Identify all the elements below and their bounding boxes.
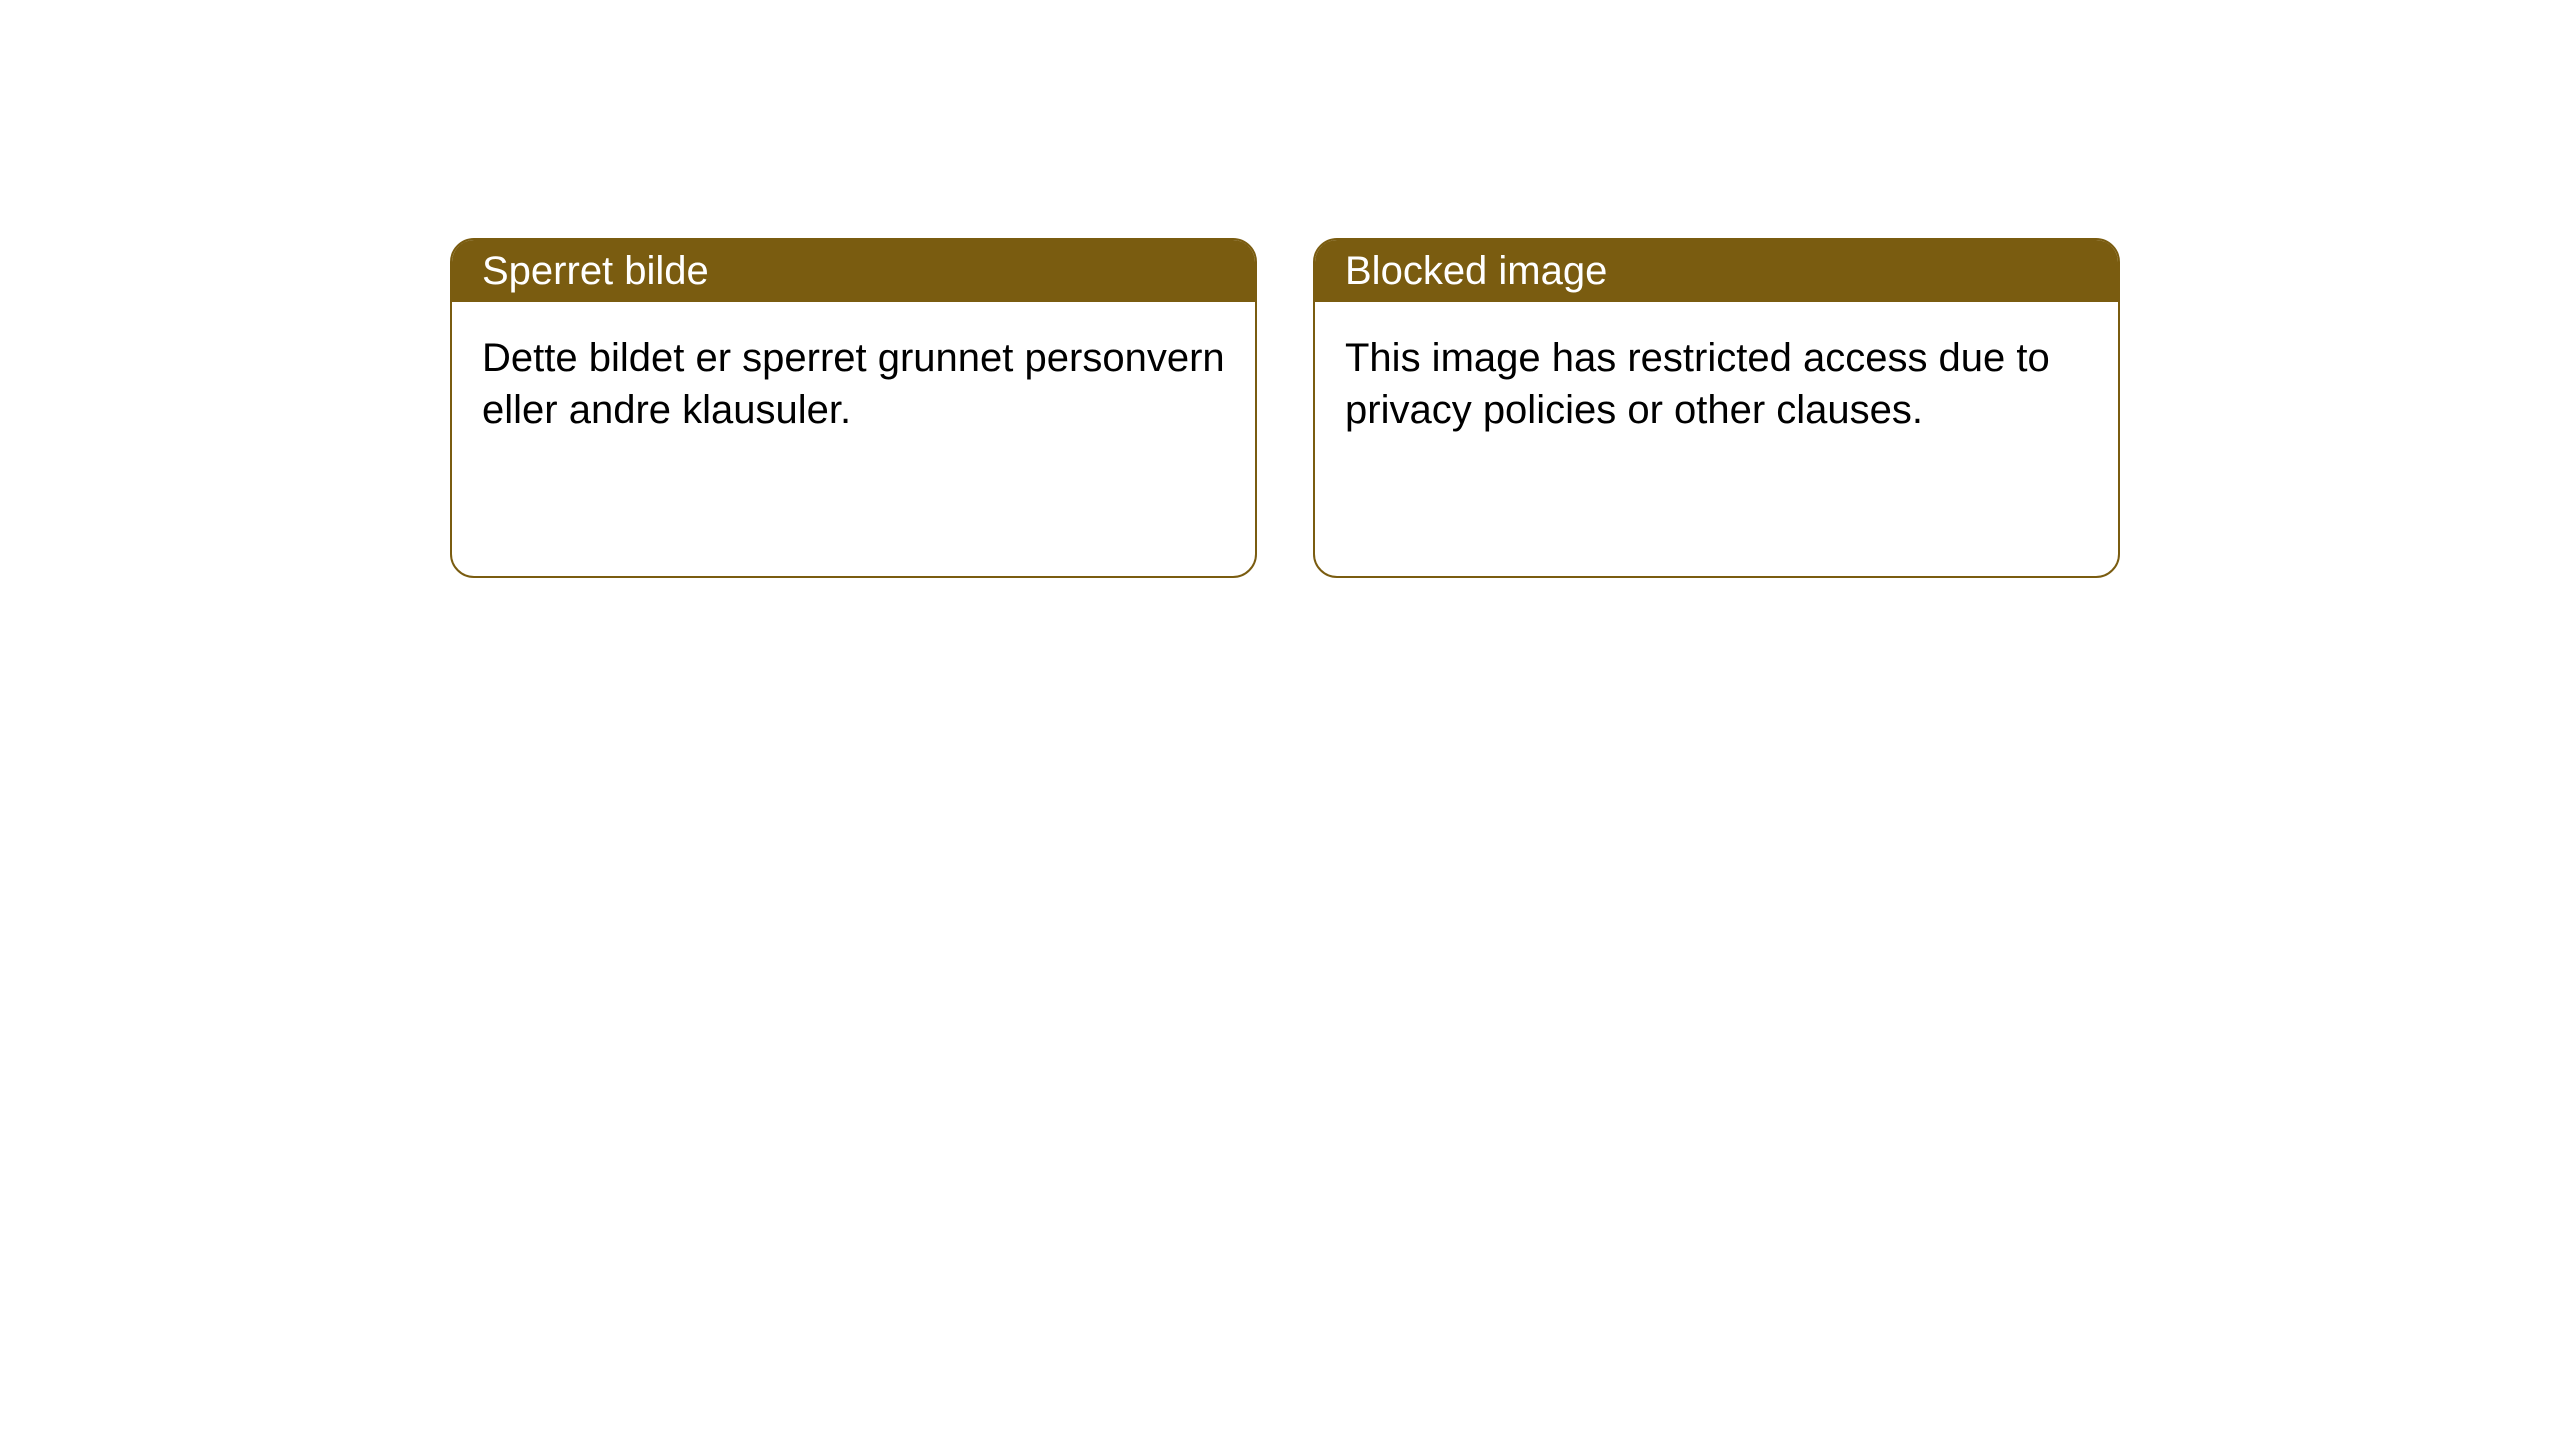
notice-header-norwegian: Sperret bilde (452, 240, 1255, 302)
notice-card-norwegian: Sperret bilde Dette bildet er sperret gr… (450, 238, 1257, 578)
notice-header-english: Blocked image (1315, 240, 2118, 302)
notice-body-english: This image has restricted access due to … (1315, 302, 2118, 466)
notice-body-norwegian: Dette bildet er sperret grunnet personve… (452, 302, 1255, 466)
notice-container: Sperret bilde Dette bildet er sperret gr… (450, 238, 2120, 578)
notice-card-english: Blocked image This image has restricted … (1313, 238, 2120, 578)
